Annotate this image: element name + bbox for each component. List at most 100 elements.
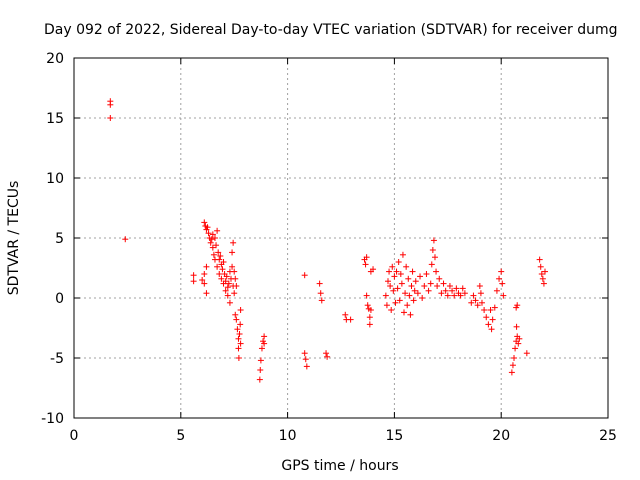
data-point — [513, 323, 520, 330]
data-point — [323, 350, 330, 357]
data-point — [537, 263, 544, 270]
data-point — [216, 256, 223, 263]
data-point — [541, 268, 548, 275]
data-point — [234, 326, 241, 333]
y-tick-label: 0 — [55, 291, 64, 307]
data-point — [509, 362, 516, 369]
data-point — [423, 271, 430, 277]
data-point — [233, 283, 240, 289]
data-point — [512, 345, 519, 352]
data-point — [394, 285, 401, 292]
data-point — [220, 259, 227, 265]
data-point — [451, 292, 458, 299]
data-point — [214, 263, 221, 270]
data-point — [201, 280, 208, 287]
data-point — [405, 275, 412, 282]
data-point — [474, 302, 481, 309]
data-point — [362, 261, 369, 268]
data-point — [430, 237, 437, 244]
y-tick-label: 5 — [55, 231, 64, 247]
data-point — [409, 268, 416, 275]
data-point — [487, 307, 494, 313]
data-point — [209, 231, 216, 238]
data-point — [219, 266, 226, 273]
data-point — [230, 239, 237, 246]
data-point — [425, 287, 432, 294]
data-point — [461, 290, 468, 297]
data-point — [223, 273, 230, 280]
data-point — [208, 236, 215, 243]
data-point — [397, 271, 404, 277]
data-point — [399, 251, 406, 258]
data-point — [478, 299, 485, 306]
data-point — [440, 280, 447, 287]
data-point — [366, 321, 373, 328]
data-point — [224, 284, 231, 291]
data-point — [199, 277, 206, 283]
data-point — [210, 251, 217, 258]
data-point — [477, 290, 484, 297]
data-point — [429, 247, 436, 253]
data-point — [203, 263, 210, 270]
x-tick-label: 10 — [279, 428, 297, 444]
data-point — [229, 263, 236, 270]
data-point — [364, 302, 371, 309]
data-point — [395, 259, 402, 265]
x-tick-label: 5 — [176, 428, 185, 444]
x-axis-label: GPS time / hours — [281, 458, 398, 474]
data-point — [233, 316, 240, 323]
data-point — [225, 280, 232, 287]
data-point — [402, 290, 409, 297]
data-point — [222, 278, 229, 285]
data-point — [209, 244, 216, 251]
data-point — [485, 321, 492, 328]
data-point — [468, 299, 475, 306]
data-point — [410, 297, 417, 304]
data-point — [412, 278, 419, 285]
data-point — [472, 297, 479, 304]
data-point — [498, 268, 505, 275]
data-point — [261, 333, 268, 340]
data-point — [122, 236, 129, 243]
data-point — [387, 283, 394, 289]
data-point — [427, 280, 434, 287]
chart-title: Day 092 of 2022, Sidereal Day-to-day VTE… — [44, 22, 618, 38]
data-point — [388, 307, 395, 313]
data-point — [204, 224, 211, 231]
x-tick-label: 25 — [599, 428, 617, 444]
data-point — [107, 115, 114, 121]
data-point — [488, 326, 495, 333]
data-point — [201, 271, 208, 277]
data-point — [317, 290, 324, 297]
data-point — [214, 227, 221, 234]
data-point — [421, 283, 428, 289]
data-point — [237, 307, 244, 313]
data-point — [476, 283, 483, 289]
data-point — [433, 268, 440, 275]
data-point — [257, 357, 264, 364]
data-point — [211, 235, 218, 241]
data-point — [493, 287, 500, 294]
data-point — [431, 254, 438, 261]
data-point — [390, 287, 397, 294]
data-point — [347, 316, 354, 323]
data-point — [370, 266, 377, 273]
data-point — [231, 290, 238, 297]
data-point — [236, 331, 243, 337]
data-point — [391, 273, 398, 280]
data-point — [536, 256, 543, 263]
y-tick-label: -5 — [50, 351, 64, 367]
data-point — [215, 249, 222, 256]
data-point — [411, 287, 418, 294]
data-point — [392, 299, 399, 306]
data-point — [203, 290, 210, 297]
plot-frame — [73, 57, 609, 419]
data-point — [449, 287, 456, 294]
y-tick-label: 20 — [46, 51, 64, 67]
data-point — [470, 292, 477, 299]
y-tick-label: -10 — [41, 411, 64, 427]
data-point — [428, 261, 435, 268]
data-point — [417, 273, 424, 280]
data-point — [316, 280, 323, 287]
